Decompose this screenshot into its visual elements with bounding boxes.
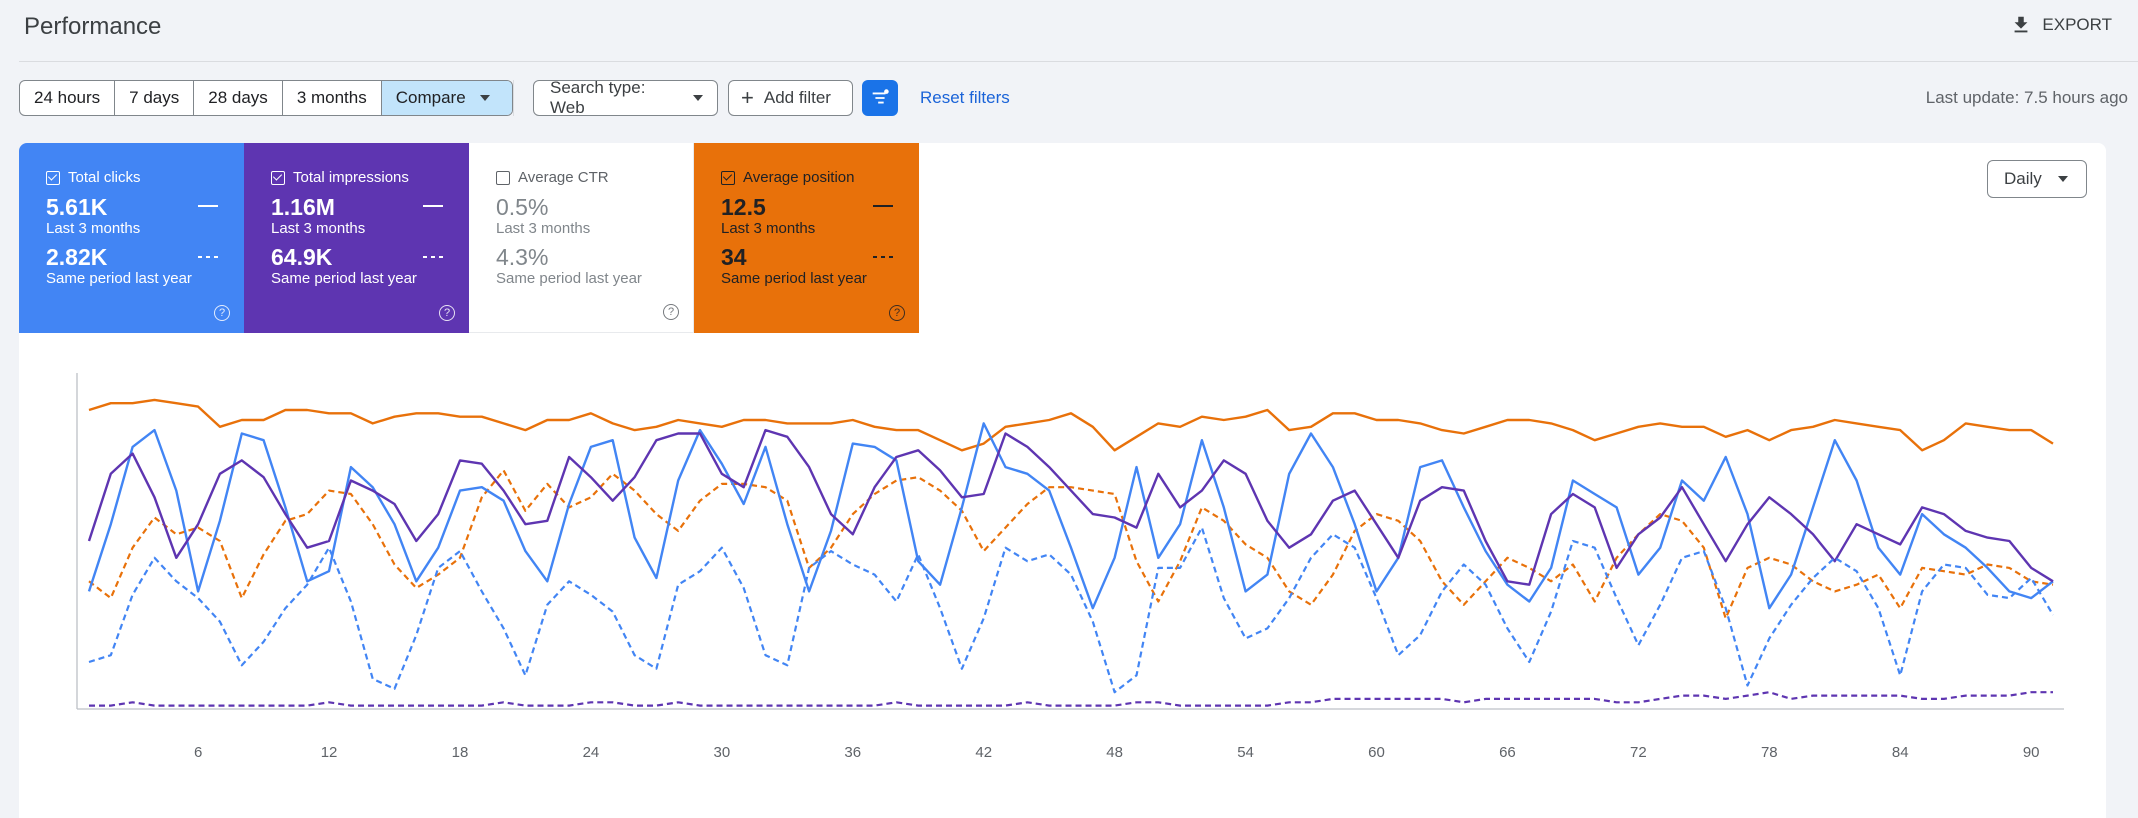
metric-previous-period: Same period last year xyxy=(496,270,642,287)
search-type-label: Search type: Web xyxy=(550,78,646,117)
metric-current-period: Last 3 months xyxy=(271,220,366,237)
help-icon[interactable]: ? xyxy=(663,304,679,320)
filter-settings-button[interactable] xyxy=(862,80,898,116)
metric-label: Total clicks xyxy=(68,169,141,186)
x-tick-label: 18 xyxy=(452,744,469,761)
metric-card-average-position[interactable]: Average position 12.5 Last 3 months 34 S… xyxy=(694,143,919,333)
plus-icon: + xyxy=(741,85,754,110)
checkbox-icon[interactable] xyxy=(271,170,285,185)
range-7-days[interactable]: 7 days xyxy=(115,81,195,115)
metric-previous-value: 2.82K xyxy=(46,244,108,270)
add-filter-button[interactable]: + Add filter xyxy=(728,80,853,116)
x-tick-label: 12 xyxy=(321,744,338,761)
series-line-average-position-current xyxy=(88,398,2054,452)
x-tick-label: 6 xyxy=(194,744,202,761)
date-range-selector: 24 hours 7 days 28 days 3 months Compare xyxy=(19,80,513,116)
last-update-text: Last update: 7.5 hours ago xyxy=(1925,88,2128,107)
dashed-line-icon xyxy=(423,256,443,258)
x-tick-label: 60 xyxy=(1368,744,1385,761)
x-tick-label: 24 xyxy=(583,744,600,761)
export-button[interactable]: EXPORT xyxy=(2010,14,2112,36)
range-compare[interactable]: Compare xyxy=(381,81,512,115)
granularity-label: Daily xyxy=(2004,169,2042,188)
solid-line-icon xyxy=(873,205,893,207)
metric-previous-period: Same period last year xyxy=(271,270,417,287)
metric-current-value: 0.5% xyxy=(496,194,549,220)
chevron-down-icon xyxy=(2057,176,2068,182)
metric-label: Average position xyxy=(743,169,855,186)
x-tick-label: 54 xyxy=(1237,744,1254,761)
series-line-total-impressions-previous xyxy=(89,691,2053,707)
metric-current-value: 12.5 xyxy=(721,194,766,220)
metric-current-period: Last 3 months xyxy=(721,220,816,237)
metric-previous-period: Same period last year xyxy=(721,270,867,287)
header-divider xyxy=(19,61,2138,62)
metric-previous-value: 34 xyxy=(721,244,747,270)
filter-list-icon xyxy=(872,89,889,104)
range-24-hours[interactable]: 24 hours xyxy=(20,81,116,115)
solid-line-icon xyxy=(423,205,443,207)
metric-card-total-impressions[interactable]: Total impressions 1.16M Last 3 months 64… xyxy=(244,143,469,333)
help-icon[interactable]: ? xyxy=(889,305,905,321)
range-compare-label: Compare xyxy=(395,88,466,107)
performance-chart: 6 12 18 24 30 36 42 48 54 60 66 72 78 84 90 xyxy=(76,373,2064,761)
metric-card-average-ctr[interactable]: Average CTR 0.5% Last 3 months 4.3% Same… xyxy=(469,143,694,333)
metric-current-value: 5.61K xyxy=(46,194,108,220)
chevron-down-icon xyxy=(479,95,490,101)
search-type-dropdown[interactable]: Search type: Web xyxy=(533,78,718,117)
series-line-total-impressions-current xyxy=(87,428,2054,586)
x-tick-label: 42 xyxy=(975,744,992,761)
reset-filters-link[interactable]: Reset filters xyxy=(920,88,1010,107)
x-tick-label: 48 xyxy=(1106,744,1123,761)
x-tick-label: 66 xyxy=(1499,744,1516,761)
checkbox-icon[interactable] xyxy=(496,170,510,185)
series-line-total-clicks-previous xyxy=(88,526,2054,694)
metric-previous-value: 4.3% xyxy=(496,244,549,270)
metric-current-period: Last 3 months xyxy=(496,220,591,237)
page-title: Performance xyxy=(24,13,162,40)
metric-previous-value: 64.9K xyxy=(271,244,333,270)
metric-card-total-clicks[interactable]: Total clicks 5.61K Last 3 months 2.82K S… xyxy=(19,143,244,333)
metric-label: Average CTR xyxy=(518,169,609,186)
add-filter-label: Add filter xyxy=(763,88,831,107)
range-28-days[interactable]: 28 days xyxy=(194,81,283,115)
x-tick-label: 84 xyxy=(1892,744,1909,761)
metric-label: Total impressions xyxy=(293,169,409,186)
x-tick-label: 90 xyxy=(2023,744,2040,761)
help-icon[interactable]: ? xyxy=(214,305,230,321)
series-line-average-position-previous xyxy=(88,469,2054,620)
x-tick-label: 30 xyxy=(714,744,731,761)
x-tick-label: 72 xyxy=(1630,744,1647,761)
x-tick-label: 36 xyxy=(844,744,861,761)
chevron-down-icon xyxy=(693,95,703,101)
metric-previous-period: Same period last year xyxy=(46,270,192,287)
toolbar-divider xyxy=(513,80,514,116)
x-tick-label: 78 xyxy=(1761,744,1778,761)
solid-line-icon xyxy=(198,205,218,207)
range-3-months[interactable]: 3 months xyxy=(283,81,382,115)
metric-current-period: Last 3 months xyxy=(46,220,141,237)
checkbox-icon[interactable] xyxy=(721,170,735,185)
granularity-dropdown[interactable]: Daily xyxy=(1987,160,2087,198)
export-label: EXPORT xyxy=(2042,15,2112,34)
help-icon[interactable]: ? xyxy=(439,305,455,321)
dashed-line-icon xyxy=(198,256,218,258)
series-line-total-clicks-current xyxy=(87,422,2054,610)
checkbox-icon[interactable] xyxy=(46,170,60,185)
download-icon xyxy=(2014,16,2028,33)
dashed-line-icon xyxy=(873,256,893,258)
metric-current-value: 1.16M xyxy=(271,194,335,220)
